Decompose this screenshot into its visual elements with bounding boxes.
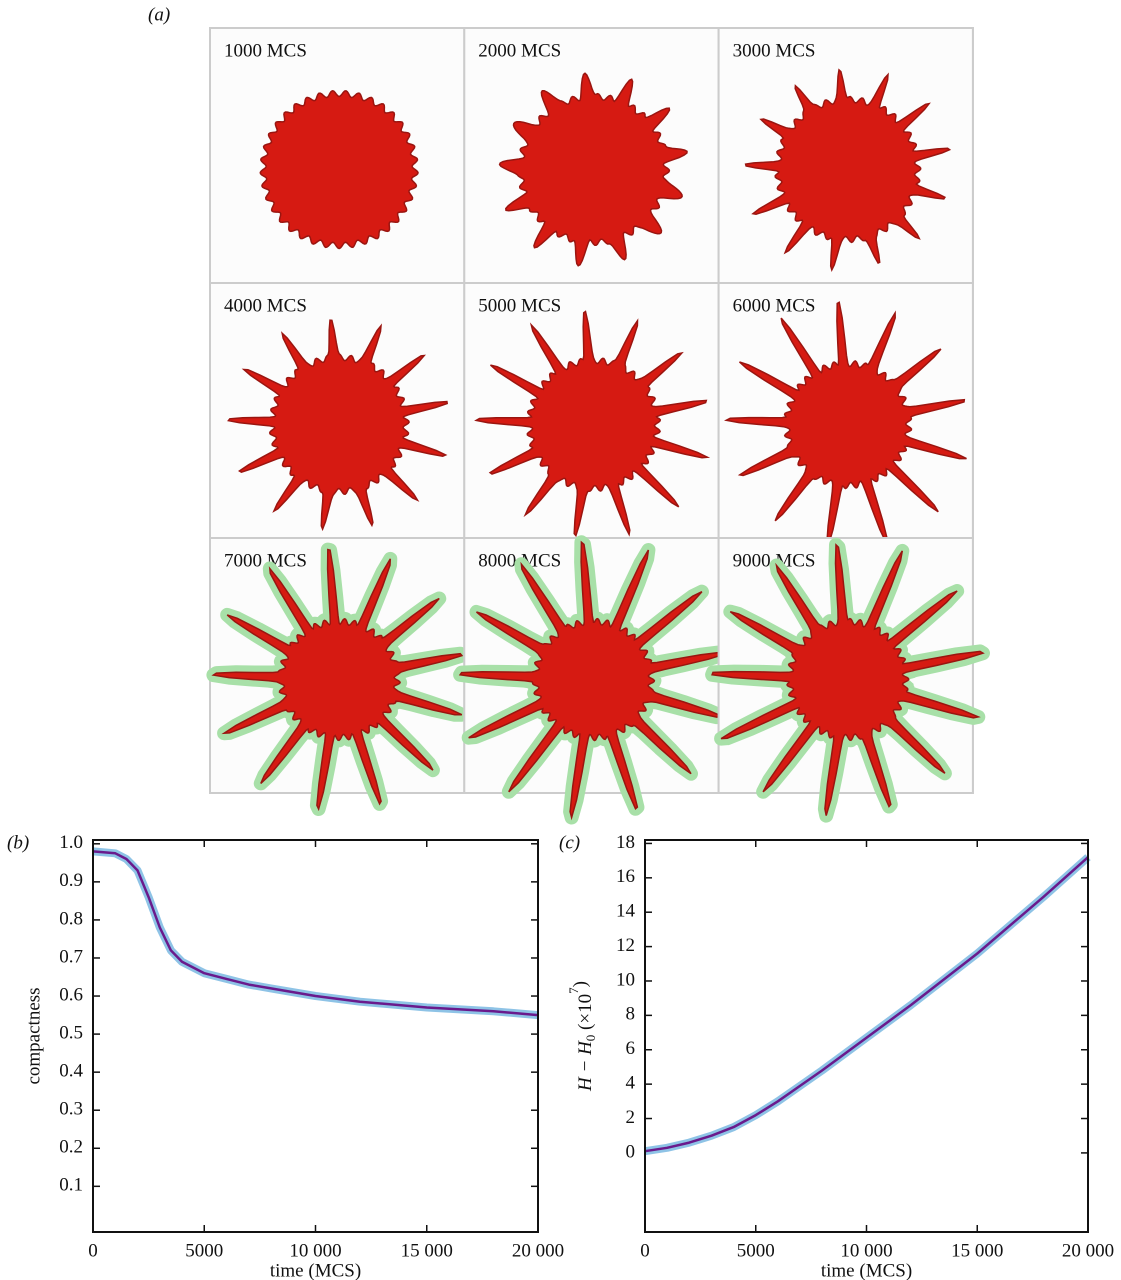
panel-label: (c): [559, 832, 580, 853]
y-axis-label-part: 0: [583, 1035, 598, 1042]
x-tick-label: 15 000: [401, 1240, 453, 1261]
cell-colony: [259, 89, 419, 250]
y-tick-label: 14: [616, 901, 636, 922]
series-band: [644, 854, 1091, 1156]
y-tick-label: 0.2: [59, 1137, 83, 1158]
cell-colony: [227, 319, 449, 532]
x-tick-label: 20 000: [1062, 1240, 1114, 1261]
y-tick-label: 0.9: [59, 870, 83, 891]
y-tick-label: 4: [626, 1072, 636, 1093]
frame-label: 6000 MCS: [733, 295, 816, 316]
panel-label: (a): [148, 4, 170, 25]
cell-colony: [711, 543, 985, 816]
plot-frame: [92, 839, 539, 1233]
x-tick-label: 0: [88, 1240, 98, 1261]
y-tick-label: 0.7: [59, 946, 83, 967]
y-tick-label: 0.4: [59, 1061, 83, 1082]
y-axis-label: H − H0 (×107): [566, 981, 598, 1092]
y-tick-label: 0.8: [59, 908, 83, 929]
x-tick-label: 5000: [737, 1240, 775, 1261]
frame-label: 1000 MCS: [224, 40, 307, 61]
y-axis-label-part: (×10: [575, 994, 596, 1035]
y-axis-label: compactness: [23, 987, 44, 1084]
frame-label: 3000 MCS: [733, 40, 816, 61]
y-tick-label: 0.5: [59, 1022, 83, 1043]
x-tick-label: 10 000: [289, 1240, 341, 1261]
cell-colony: [723, 301, 967, 546]
y-tick-label: 0.1: [59, 1175, 83, 1196]
cell-colony: [498, 72, 688, 267]
frame-label: 7000 MCS: [224, 550, 307, 571]
y-tick-label: 18: [616, 832, 635, 853]
x-tick-label: 20 000: [512, 1240, 564, 1261]
y-tick-label: 8: [626, 1004, 636, 1025]
cell-colony: [458, 540, 729, 821]
x-tick-label: 10 000: [840, 1240, 892, 1261]
cell-colony: [474, 310, 711, 538]
x-tick-label: 5000: [185, 1240, 223, 1261]
series-line: [92, 850, 539, 1017]
y-tick-label: 0.3: [59, 1099, 83, 1120]
frame-label: 5000 MCS: [478, 295, 561, 316]
cell-colony: [744, 68, 952, 272]
y-tick-label: 12: [616, 935, 635, 956]
y-tick-label: 6: [626, 1038, 636, 1059]
plot-frame: [644, 839, 1089, 1233]
frame-label: 2000 MCS: [478, 40, 561, 61]
x-tick-label: 0: [640, 1240, 650, 1261]
y-axis-label-part: ): [570, 981, 591, 987]
y-tick-label: 10: [616, 969, 635, 990]
y-axis-label-part: 7: [566, 987, 581, 994]
series-line: [644, 856, 1089, 1153]
cell-colony: [211, 548, 464, 812]
frame-label: 4000 MCS: [224, 295, 307, 316]
y-tick-label: 1.0: [59, 832, 83, 853]
x-axis-label: time (MCS): [821, 1260, 912, 1280]
y-axis-label-part: H − H: [575, 1040, 596, 1092]
y-tick-label: 0: [626, 1141, 636, 1162]
series-band: [92, 847, 539, 1020]
y-tick-label: 16: [616, 866, 635, 887]
x-tick-label: 15 000: [951, 1240, 1003, 1261]
panel-label: (b): [7, 832, 29, 853]
y-tick-label: 2: [626, 1107, 636, 1128]
x-axis-label: time (MCS): [270, 1260, 361, 1280]
y-tick-label: 0.6: [59, 984, 83, 1005]
